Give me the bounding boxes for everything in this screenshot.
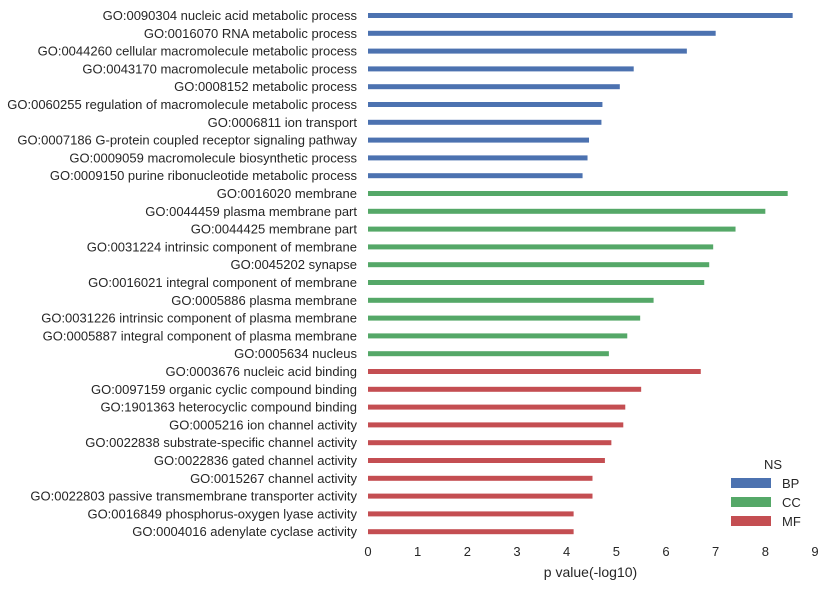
bar-cc — [368, 351, 609, 357]
category-label: GO:0005887 integral component of plasma … — [43, 328, 357, 343]
bar-mf — [368, 493, 593, 499]
bars-group — [368, 13, 793, 535]
bar-bp — [368, 48, 687, 54]
bar-mf — [368, 440, 612, 446]
bar-cc — [368, 315, 641, 321]
x-tick-label: 3 — [513, 544, 520, 559]
x-tick-label: 5 — [613, 544, 620, 559]
bar-cc — [368, 244, 714, 250]
category-label: GO:0044459 plasma membrane part — [145, 204, 357, 219]
category-label: GO:0031226 intrinsic component of plasma… — [41, 311, 357, 326]
x-tick-label: 9 — [811, 544, 818, 559]
x-tick-label: 8 — [762, 544, 769, 559]
x-tick-label: 7 — [712, 544, 719, 559]
bar-bp — [368, 155, 588, 161]
legend-label-cc: CC — [782, 495, 801, 510]
category-label: GO:0016070 RNA metabolic process — [144, 26, 358, 41]
x-tick-label: 0 — [364, 544, 371, 559]
bar-bp — [368, 13, 793, 18]
category-label: GO:0016020 membrane — [217, 186, 357, 201]
category-label: GO:0043170 macromolecule metabolic proce… — [82, 61, 357, 76]
category-label: GO:0090304 nucleic acid metabolic proces… — [103, 8, 358, 23]
bar-bp — [368, 30, 716, 36]
category-label: GO:0044425 membrane part — [191, 222, 358, 237]
bar-bp — [368, 102, 603, 107]
bar-cc — [368, 191, 788, 196]
legend-label-mf: MF — [782, 514, 801, 529]
bar-cc — [368, 262, 710, 268]
category-label: GO:0005216 ion channel activity — [169, 417, 357, 432]
category-label: GO:0005634 nucleus — [234, 346, 357, 361]
category-label: GO:0008152 metabolic process — [174, 79, 357, 94]
x-tick-label: 6 — [662, 544, 669, 559]
legend-label-bp: BP — [782, 476, 799, 491]
x-tick-label: 4 — [563, 544, 570, 559]
category-label: GO:0006811 ion transport — [208, 115, 358, 130]
category-label: GO:0009150 purine ribonucleotide metabol… — [50, 168, 358, 183]
bar-bp — [368, 119, 602, 125]
category-label: GO:0031224 intrinsic component of membra… — [87, 239, 357, 254]
legend-title: NS — [764, 457, 782, 472]
category-label: GO:0016849 phosphorus-oxygen lyase activ… — [87, 506, 357, 521]
legend-swatch-cc — [731, 497, 771, 507]
bar-cc — [368, 333, 628, 339]
bar-bp — [368, 84, 620, 90]
category-label: GO:0015267 channel activity — [190, 471, 357, 486]
category-label: GO:0016021 integral component of membran… — [88, 275, 357, 290]
category-label: GO:0004016 adenylate cyclase activity — [132, 524, 357, 539]
bar-mf — [368, 511, 574, 517]
category-label: GO:0005886 plasma membrane — [171, 293, 357, 308]
bar-cc — [368, 297, 654, 303]
bar-mf — [368, 422, 624, 428]
category-label: GO:0007186 G-protein coupled receptor si… — [17, 133, 357, 148]
legend-swatch-bp — [731, 478, 771, 488]
category-label: GO:0097159 organic cyclic compound bindi… — [91, 382, 357, 397]
x-tick-label: 1 — [414, 544, 421, 559]
legend-swatch-mf — [731, 516, 771, 526]
category-label: GO:0022803 passive transmembrane transpo… — [30, 489, 357, 504]
bar-bp — [368, 137, 590, 143]
category-label: GO:0003676 nucleic acid binding — [165, 364, 357, 379]
category-label: GO:1901363 heterocyclic compound binding — [100, 400, 357, 415]
bar-mf — [368, 475, 593, 481]
category-label: GO:0009059 macromolecule biosynthetic pr… — [69, 150, 357, 165]
x-tick-labels-group: 0 1 2 3 4 5 6 7 8 9 — [364, 544, 818, 559]
category-label: GO:0022836 gated channel activity — [154, 453, 358, 468]
bar-cc — [368, 208, 766, 214]
x-axis-title: p value(-log10) — [544, 564, 637, 580]
bar-cc — [368, 226, 736, 232]
category-labels-group: GO:0090304 nucleic acid metabolic proces… — [7, 8, 357, 539]
category-label: GO:0045202 synapse — [231, 257, 357, 272]
bar-bp — [368, 66, 634, 72]
bar-mf — [368, 404, 626, 410]
x-tick-label: 2 — [464, 544, 471, 559]
category-label: GO:0044260 cellular macromolecule metabo… — [38, 44, 358, 59]
bar-cc — [368, 280, 705, 285]
legend: NS BP CC MF — [731, 457, 801, 529]
category-label: GO:0060255 regulation of macromolecule m… — [7, 97, 357, 112]
bar-mf — [368, 369, 701, 374]
category-label: GO:0022838 substrate-specific channel ac… — [85, 435, 357, 450]
bar-mf — [368, 386, 642, 392]
bar-bp — [368, 173, 583, 179]
bar-mf — [368, 458, 605, 463]
bar-mf — [368, 529, 574, 535]
